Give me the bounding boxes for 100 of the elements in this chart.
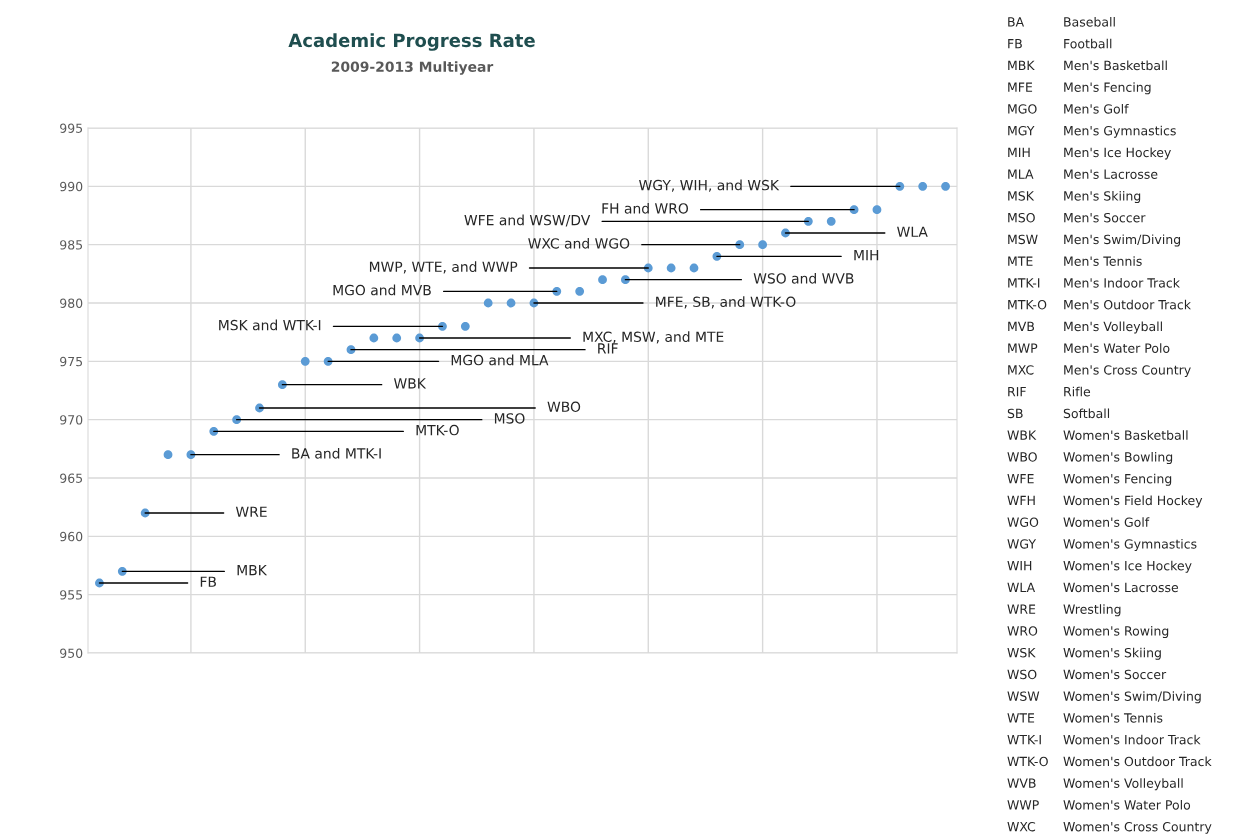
annotation: WGY, WIH, and WSK: [639, 179, 780, 192]
text: Women's Basketball: [1063, 430, 1188, 440]
text: WIH: [1007, 561, 1032, 571]
point: [483, 298, 493, 308]
text: WBO: [1007, 452, 1037, 462]
text: MLA: [1008, 169, 1034, 179]
y-tick-label: 950: [60, 648, 83, 658]
text: MIH: [1008, 147, 1030, 157]
text: WFE: [1007, 474, 1034, 484]
text: Women's Swim/Diving: [1063, 691, 1201, 704]
y-tick-label: 960: [60, 531, 83, 542]
text: Women's Outdoor Track: [1063, 756, 1212, 767]
y-tick-label: 955: [60, 590, 83, 600]
text: MVB: [1008, 321, 1035, 331]
text: Women's Field Hockey: [1063, 495, 1203, 508]
point: [872, 205, 882, 215]
annotation: MTK-O: [416, 424, 459, 436]
text: RIF: [1008, 387, 1026, 397]
chart-subtitle: 2009-2013 Multiyear: [331, 61, 494, 75]
text: WSK: [1007, 647, 1036, 658]
text: WRE: [1007, 604, 1036, 614]
text: Football: [1064, 38, 1112, 49]
annotation: MSO: [494, 413, 525, 424]
annotation: MBK: [237, 565, 268, 576]
point: [392, 333, 402, 343]
y-tick-label: 975: [60, 356, 83, 367]
text: WXC: [1007, 821, 1036, 832]
point: [277, 380, 287, 390]
point: [163, 450, 173, 460]
text: Men's Water Polo: [1064, 343, 1170, 353]
point: [918, 181, 928, 191]
text: Men's Lacrosse: [1064, 169, 1158, 179]
text: WTK-O: [1007, 756, 1048, 767]
point: [552, 286, 562, 296]
annotation: MFE, SB, and WTK-O: [656, 296, 796, 309]
text: WVB: [1007, 778, 1036, 788]
text: MXC: [1008, 365, 1034, 375]
text: MSW: [1008, 234, 1038, 245]
text: WSW: [1007, 691, 1040, 701]
annotation: FH and WRO: [602, 202, 689, 214]
text: Wrestling: [1063, 604, 1121, 617]
y-tick-label: 980: [60, 298, 83, 308]
point: [826, 216, 836, 226]
point: [438, 321, 447, 331]
annotation: MXC, MSW, and MTE: [583, 331, 724, 344]
text: Men's Indoor Track: [1064, 277, 1180, 288]
text: WTK-I: [1007, 735, 1041, 745]
text: Men's Soccer: [1064, 212, 1146, 223]
point: [803, 216, 813, 226]
text: WRO: [1007, 626, 1038, 636]
annotation: BA and MTK-I: [292, 447, 381, 459]
annotation: WBK: [393, 378, 427, 389]
text: Women's Ice Hockey: [1063, 560, 1192, 573]
annotation: WLA: [897, 226, 928, 237]
y-tick-label: 990: [60, 181, 83, 192]
chart-title: Academic Progress Rate: [288, 33, 535, 51]
text: MSK: [1008, 191, 1035, 201]
text: FB: [1008, 39, 1022, 49]
text: Women's Soccer: [1063, 669, 1167, 680]
text: WGY: [1007, 539, 1037, 549]
text: Men's Fencing: [1064, 82, 1151, 95]
point: [621, 275, 630, 285]
point: [369, 333, 379, 343]
text: MTK-I: [1008, 278, 1040, 288]
y-tick-label: 965: [60, 473, 83, 483]
annotation: WBO: [547, 401, 581, 413]
text: Softball: [1063, 408, 1110, 419]
point: [460, 321, 470, 331]
text: Women's Indoor Track: [1063, 734, 1201, 745]
annotation: FB: [200, 576, 216, 587]
text: Women's Skiing: [1063, 647, 1161, 660]
annotation: WRE: [235, 506, 267, 517]
text: BA: [1008, 17, 1025, 27]
text: MGO: [1008, 104, 1037, 114]
text: Women's Tennis: [1063, 712, 1163, 723]
text: MFE: [1008, 82, 1033, 92]
point: [575, 286, 585, 296]
text: Women's Rowing: [1063, 625, 1169, 639]
text: Rifle: [1064, 386, 1091, 397]
text: Women's Gymnastics: [1063, 538, 1197, 552]
text: WWP: [1007, 800, 1039, 810]
annotation: RIF: [598, 343, 618, 354]
annotation: MGO and MLA: [451, 354, 549, 366]
point: [598, 275, 607, 285]
point: [117, 566, 127, 576]
text: MBK: [1008, 60, 1035, 70]
text: Women's Bowling: [1063, 451, 1173, 465]
text: WTE: [1007, 713, 1035, 723]
point: [506, 298, 516, 308]
annotation: MSK and WTK-I: [219, 319, 321, 331]
point: [758, 240, 768, 250]
text: Men's Outdoor Track: [1064, 299, 1191, 310]
y-tick-label: 995: [60, 123, 83, 133]
annotation: WXC and WGO: [528, 237, 630, 249]
point: [300, 356, 310, 366]
text: WGO: [1007, 517, 1039, 527]
text: Women's Cross Country: [1063, 821, 1212, 834]
text: Men's Gymnastics: [1064, 125, 1176, 138]
text: SB: [1007, 408, 1023, 419]
text: MSO: [1008, 212, 1035, 223]
